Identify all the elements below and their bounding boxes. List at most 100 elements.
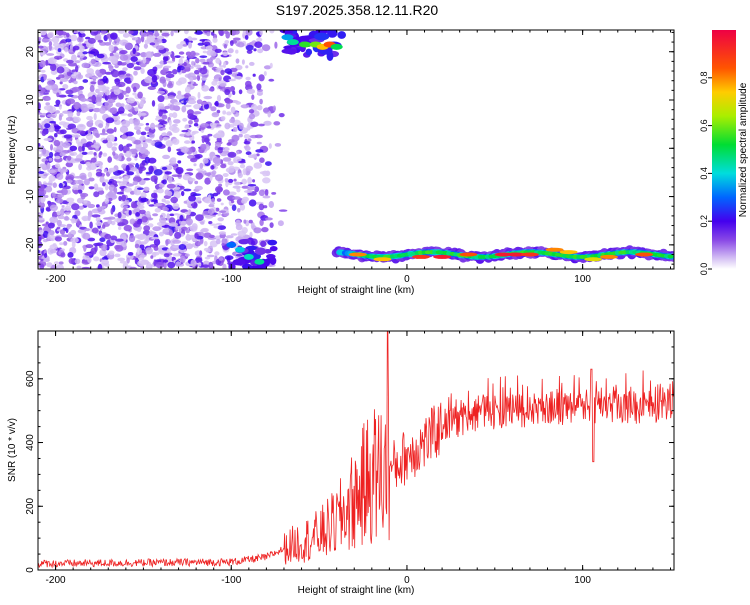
heatmap-cell [214, 48, 222, 54]
heatmap-cell [53, 42, 60, 47]
heatmap-frame [37, 29, 675, 270]
heatmap-cell [191, 140, 195, 144]
heatmap-cell [65, 116, 74, 122]
heatmap-cell [152, 213, 159, 217]
heatmap-cell [262, 177, 271, 184]
heatmap-cell [188, 95, 196, 102]
heatmap-cell [208, 87, 215, 92]
heatmap-cell [122, 262, 129, 269]
heatmap-cell [203, 240, 208, 247]
heatmap-cell [159, 135, 164, 141]
heatmap-cell [227, 48, 234, 54]
heatmap-cell [68, 79, 72, 84]
heatmap-cell [184, 253, 190, 257]
heatmap-cell [197, 262, 202, 267]
heatmap-cell [56, 66, 65, 74]
heatmap-cell [84, 252, 93, 256]
heatmap-cell [82, 232, 91, 240]
heatmap-cell [90, 58, 97, 65]
heatmap-cell [182, 44, 188, 47]
heatmap-cell [177, 90, 182, 96]
y-tick-label: -20 [25, 237, 36, 252]
heatmap-cell [156, 90, 166, 95]
heatmap-cell [74, 258, 81, 264]
heatmap-cell [208, 221, 213, 225]
heatmap-cell [506, 252, 525, 257]
heatmap-cell [138, 233, 147, 240]
colorbar-tick-label: 0.2 [699, 215, 709, 228]
heatmap-cell [133, 66, 142, 71]
heatmap-cell [195, 214, 204, 222]
heatmap-cell [81, 266, 91, 269]
heatmap-cell [173, 191, 181, 199]
heatmap-cell [224, 68, 232, 74]
heatmap-cell [166, 248, 172, 253]
heatmap-cell [39, 60, 46, 68]
heatmap-cell [104, 198, 110, 205]
heatmap-cell [168, 119, 172, 126]
heatmap-cell [83, 200, 88, 204]
heatmap-cell [218, 30, 224, 36]
heatmap-cell [121, 135, 127, 140]
heatmap-cell [71, 203, 80, 211]
heatmap-cell [169, 104, 176, 111]
heatmap-cell [134, 243, 140, 249]
heatmap-cell [178, 244, 187, 250]
heatmap-cell [51, 192, 56, 197]
heatmap-cell [211, 31, 215, 36]
heatmap-cell [152, 66, 158, 72]
heatmap-cell [257, 123, 265, 127]
heatmap-cell [77, 189, 83, 194]
heatmap-cell [106, 128, 115, 134]
heatmap-cell [159, 76, 166, 84]
heatmap-cell [154, 202, 163, 207]
heatmap-cell [214, 158, 221, 167]
heatmap-cell [152, 226, 162, 232]
heatmap-cell [136, 129, 141, 135]
heatmap-cell [125, 94, 129, 97]
heatmap-cell [173, 30, 180, 34]
heatmap-cell [158, 183, 165, 188]
heatmap-cell [39, 263, 45, 269]
heatmap-cell [58, 182, 63, 189]
heatmap-cell [189, 77, 194, 82]
colorbar-tick-label: 0.8 [699, 72, 709, 85]
heatmap-cell [228, 191, 237, 196]
heatmap-cell [106, 134, 115, 142]
heatmap-cell [69, 151, 78, 156]
heatmap-cell [253, 162, 263, 169]
heatmap-cell [99, 132, 108, 136]
heatmap-cell [235, 101, 241, 105]
heatmap-cell [40, 30, 47, 36]
x-tick-label: 100 [574, 575, 591, 586]
heatmap-cell [38, 45, 44, 49]
heatmap-cell [193, 103, 202, 110]
heatmap-cell [256, 37, 263, 42]
heatmap-cell [38, 229, 44, 235]
heatmap-cell [133, 70, 138, 76]
heatmap-cell [238, 239, 250, 245]
heatmap-cell [238, 89, 243, 95]
heatmap-cell [110, 93, 118, 101]
heatmap-cell [86, 133, 93, 141]
heatmap-cell [172, 253, 182, 257]
heatmap-cell [130, 75, 134, 82]
heatmap-cell [132, 47, 136, 54]
heatmap-cell [38, 122, 41, 128]
heatmap-cell [139, 136, 147, 141]
heatmap-cell [76, 111, 81, 117]
heatmap-cell [222, 157, 232, 162]
heatmap-cell [63, 134, 73, 139]
heatmap-cell [203, 232, 212, 238]
heatmap-cell [40, 258, 44, 262]
heatmap-cell [215, 186, 223, 193]
heatmap-cell [269, 62, 273, 69]
heatmap-cell [109, 52, 114, 57]
heatmap-cell [66, 223, 71, 230]
heatmap-cell [286, 39, 299, 46]
heatmap-cell [61, 205, 65, 208]
y-tick-label: -10 [25, 189, 36, 204]
heatmap-cell [38, 87, 46, 94]
heatmap-cell [272, 105, 276, 112]
